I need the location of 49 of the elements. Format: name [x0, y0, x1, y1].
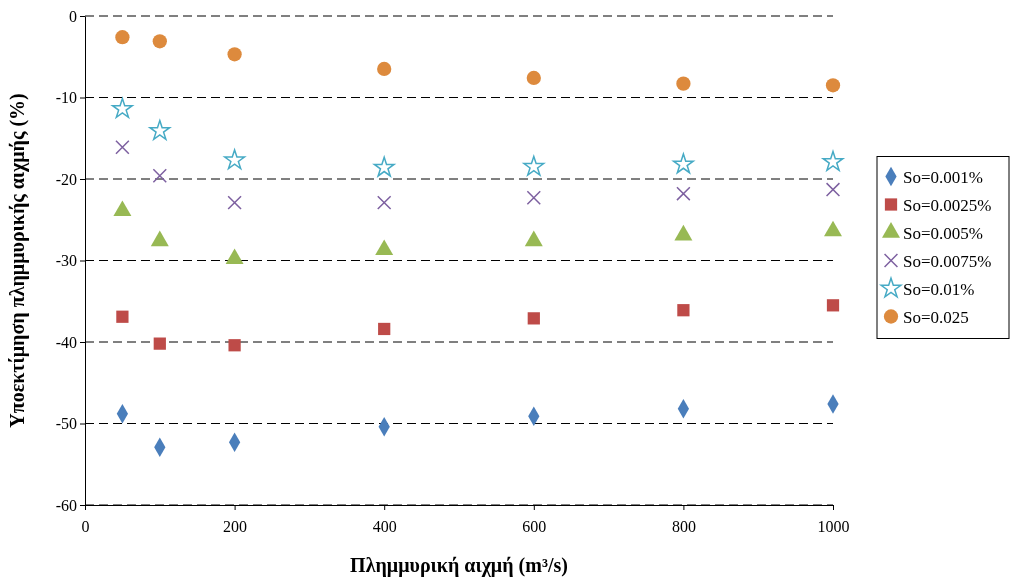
y-tick-label: 0	[69, 7, 77, 25]
point	[227, 47, 242, 62]
point	[228, 339, 241, 352]
point	[676, 186, 691, 201]
x-tick-label: 600	[522, 518, 547, 536]
point	[115, 30, 130, 45]
legend-label: So=0.0075%	[903, 251, 992, 271]
point	[526, 190, 541, 205]
point	[677, 304, 690, 317]
y-tick-label: -60	[55, 496, 77, 514]
x-tick-label: 1000	[817, 518, 850, 536]
point	[377, 195, 392, 210]
point	[115, 140, 130, 155]
point	[227, 195, 242, 210]
y-tick-label: -50	[55, 415, 77, 433]
point	[825, 78, 841, 93]
point	[825, 182, 841, 197]
x-tick-label: 800	[671, 518, 696, 536]
point	[822, 150, 844, 171]
x-axis-title: Πλημμυρική αιχμή (m³/s)	[350, 554, 568, 577]
point	[152, 34, 167, 49]
y-tick-label: -10	[55, 89, 77, 107]
point	[826, 299, 840, 312]
legend-label: So=0.005%	[903, 223, 983, 243]
y-tick-label: -20	[55, 170, 77, 188]
point	[526, 70, 541, 86]
point	[523, 155, 545, 176]
legend-label: So=0.001%	[903, 167, 983, 187]
point	[527, 312, 540, 325]
y-tick-label: -30	[55, 252, 77, 270]
point	[373, 156, 395, 177]
y-tick-label: -40	[55, 333, 77, 351]
legend-label: So=0.01%	[903, 279, 975, 299]
point	[153, 337, 166, 350]
point	[672, 153, 694, 174]
point	[111, 97, 133, 119]
legend-label: So=0.025	[903, 307, 969, 327]
legend-label: So=0.0025%	[903, 195, 992, 215]
y-axis-title: Υποεκτίμηση πλημμυρικής αιχμής (%)	[6, 93, 29, 428]
point	[377, 61, 392, 77]
point	[149, 119, 171, 141]
x-tick-label: 0	[81, 518, 90, 536]
point	[378, 322, 391, 336]
point	[224, 149, 246, 170]
x-tick-label: 200	[223, 518, 248, 536]
point	[152, 168, 167, 183]
point	[676, 76, 691, 91]
point	[116, 310, 129, 323]
x-tick-label: 400	[372, 518, 397, 536]
